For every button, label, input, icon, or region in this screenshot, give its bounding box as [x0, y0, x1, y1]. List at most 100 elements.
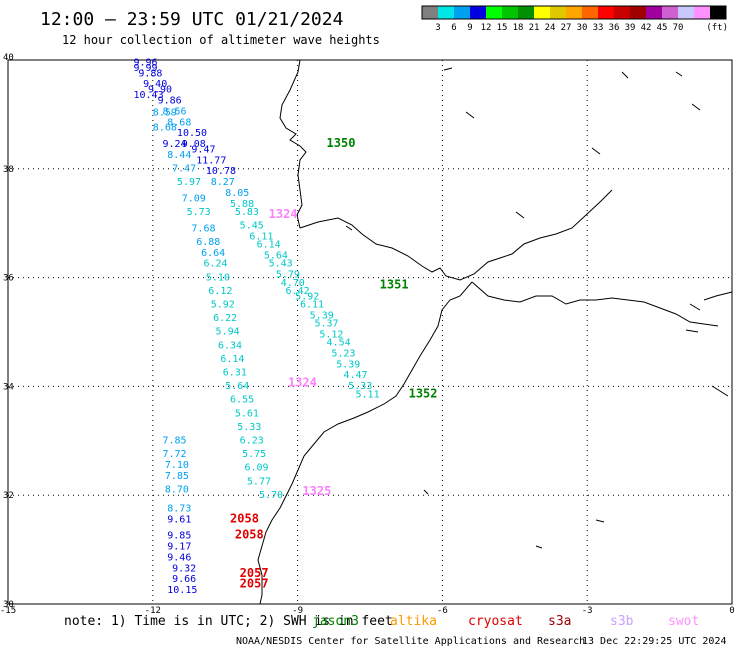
map-frame — [7, 59, 733, 605]
wave-height-value: 5.73 — [187, 207, 211, 218]
wave-height-value: 5.92 — [295, 291, 319, 302]
wave-height-value: 8.44 — [167, 150, 191, 161]
wave-height-value: 10.50 — [177, 128, 207, 139]
island-3 — [675, 71, 683, 77]
colorbar-swatch — [598, 6, 614, 19]
wave-height-value: 9.96 — [133, 57, 157, 68]
satellite-legend-jason3: jason3 — [312, 614, 359, 629]
map-axes: -15 -12 -9 -6 -3 0 40 38 36 34 32 30 — [0, 53, 735, 616]
wave-height-value: 5.92 — [211, 300, 235, 311]
colorbar-swatch — [502, 6, 518, 19]
satellite-legend-altika: altika — [390, 614, 437, 629]
colorbar-swatch — [582, 6, 598, 19]
colorbar-swatch — [710, 6, 726, 19]
wave-height-value: 8.70 — [165, 484, 189, 495]
wave-height-value: 10.78 — [206, 166, 236, 177]
coastline-portugal — [279, 59, 307, 229]
wave-height-value: 6.12 — [208, 286, 232, 297]
wave-height-value: 10.43 — [133, 90, 163, 101]
colorbar-tick-label: 15 — [497, 23, 508, 33]
satellite-legend-swot: swot — [668, 614, 699, 629]
wave-height-value: 5.37 — [314, 319, 338, 330]
colorbar-tick-label: 24 — [545, 23, 556, 33]
island-13 — [595, 519, 605, 523]
colorbar-unit: (ft) — [706, 23, 728, 33]
island-8 — [345, 225, 353, 231]
map-title: 12:00 – 23:59 UTC 01/21/2024 — [40, 9, 343, 30]
wave-height-value: 9.47 — [191, 144, 215, 155]
satellite-legend-s3a: s3a — [548, 614, 571, 629]
colorbar-tick-label: 70 — [673, 23, 684, 33]
lon-tick-label: -3 — [582, 606, 593, 616]
colorbar-swatch — [646, 6, 662, 19]
wave-height-value: 9.88 — [138, 68, 162, 79]
colorbar-tick-label: 6 — [451, 23, 456, 33]
lon-tick-label: -6 — [437, 606, 448, 616]
pass-number-label: 1325 — [302, 484, 331, 498]
wave-height-value: 8.59 — [153, 107, 177, 118]
map-subtitle: 12 hour collection of altimeter wave hei… — [62, 33, 380, 47]
wave-height-value: 6.09 — [245, 463, 269, 474]
wave-height-value: 6.42 — [286, 286, 310, 297]
wave-height-value: 4.54 — [327, 338, 351, 349]
wave-height-value: 5.12 — [319, 329, 343, 340]
colorbar-tick-label: 3 — [435, 23, 440, 33]
pass-number-label: 1324 — [288, 375, 317, 389]
wave-height-observations: 9.969.999.889.409.9010.439.868.568.598.6… — [133, 57, 379, 596]
wave-height-value: 10.15 — [167, 585, 197, 596]
footer-note: note: 1) Time is in UTC; 2) SWH is in fe… — [64, 614, 393, 629]
lat-tick-label: 30 — [3, 600, 14, 610]
wave-height-value: 6.23 — [240, 436, 264, 447]
pass-number-label: 1352 — [409, 386, 438, 400]
pass-number-label: 1351 — [380, 277, 409, 291]
colorbar-tick-label: 9 — [467, 23, 472, 33]
coastline-spain-south — [299, 189, 613, 281]
colorbar-tick-label: 42 — [641, 23, 652, 33]
pass-number-label: 2058 — [230, 511, 259, 525]
wave-height-value: 7.09 — [182, 193, 206, 204]
island-14 — [535, 545, 543, 549]
colorbar-swatch — [438, 6, 454, 19]
wave-height-value: 6.22 — [213, 313, 237, 324]
colorbar-tick-label: 39 — [625, 23, 636, 33]
lat-tick-label: 38 — [3, 165, 14, 175]
wave-height-value: 8.68 — [167, 117, 191, 128]
colorbar-swatch — [454, 6, 470, 19]
wave-height-colorbar: 3 6 9 12 15 18 21 24 27 30 33 36 39 42 45 70 (ft) — [421, 5, 728, 33]
wave-height-value: 8.73 — [167, 504, 191, 515]
colorbar-swatch — [550, 6, 566, 19]
colorbar-swatch — [534, 6, 550, 19]
footer-credit: NOAA/NESDIS Center for Satellite Applica… — [236, 636, 585, 647]
wave-height-value: 8.68 — [153, 123, 177, 134]
wave-height-value: 6.14 — [220, 354, 244, 365]
wave-height-value: 9.32 — [172, 563, 196, 574]
island-4 — [465, 111, 475, 119]
wave-height-value: 5.79 — [276, 270, 300, 281]
satellite-legend-cryosat: cryosat — [468, 614, 523, 629]
wave-height-value: 9.61 — [167, 514, 191, 525]
wave-height-value: 5.94 — [216, 327, 240, 338]
pass-number-label: 2058 — [235, 528, 264, 542]
wave-height-value: 9.99 — [133, 63, 157, 74]
island-12 — [423, 489, 429, 495]
wave-height-value: 9.90 — [148, 85, 172, 96]
wave-height-value: 7.10 — [165, 460, 189, 471]
colorbar-tick-label: 45 — [657, 23, 668, 33]
colorbar-swatch — [486, 6, 502, 19]
wave-height-value: 6.31 — [223, 368, 247, 379]
island-11 — [711, 385, 729, 397]
wave-height-value: 7.68 — [191, 223, 215, 234]
island-5 — [691, 103, 701, 111]
wave-height-value: 5.88 — [230, 199, 254, 210]
wave-height-value: 6.64 — [201, 248, 225, 259]
wave-height-value: 7.85 — [162, 436, 186, 447]
wave-height-value: 5.83 — [235, 207, 259, 218]
lat-tick-label: 40 — [3, 53, 14, 63]
wave-height-value: 5.64 — [225, 381, 249, 392]
lon-tick-label: -9 — [292, 606, 303, 616]
wave-height-value: 6.24 — [203, 259, 227, 270]
lat-tick-label: 34 — [3, 382, 14, 392]
island-2 — [621, 71, 629, 79]
